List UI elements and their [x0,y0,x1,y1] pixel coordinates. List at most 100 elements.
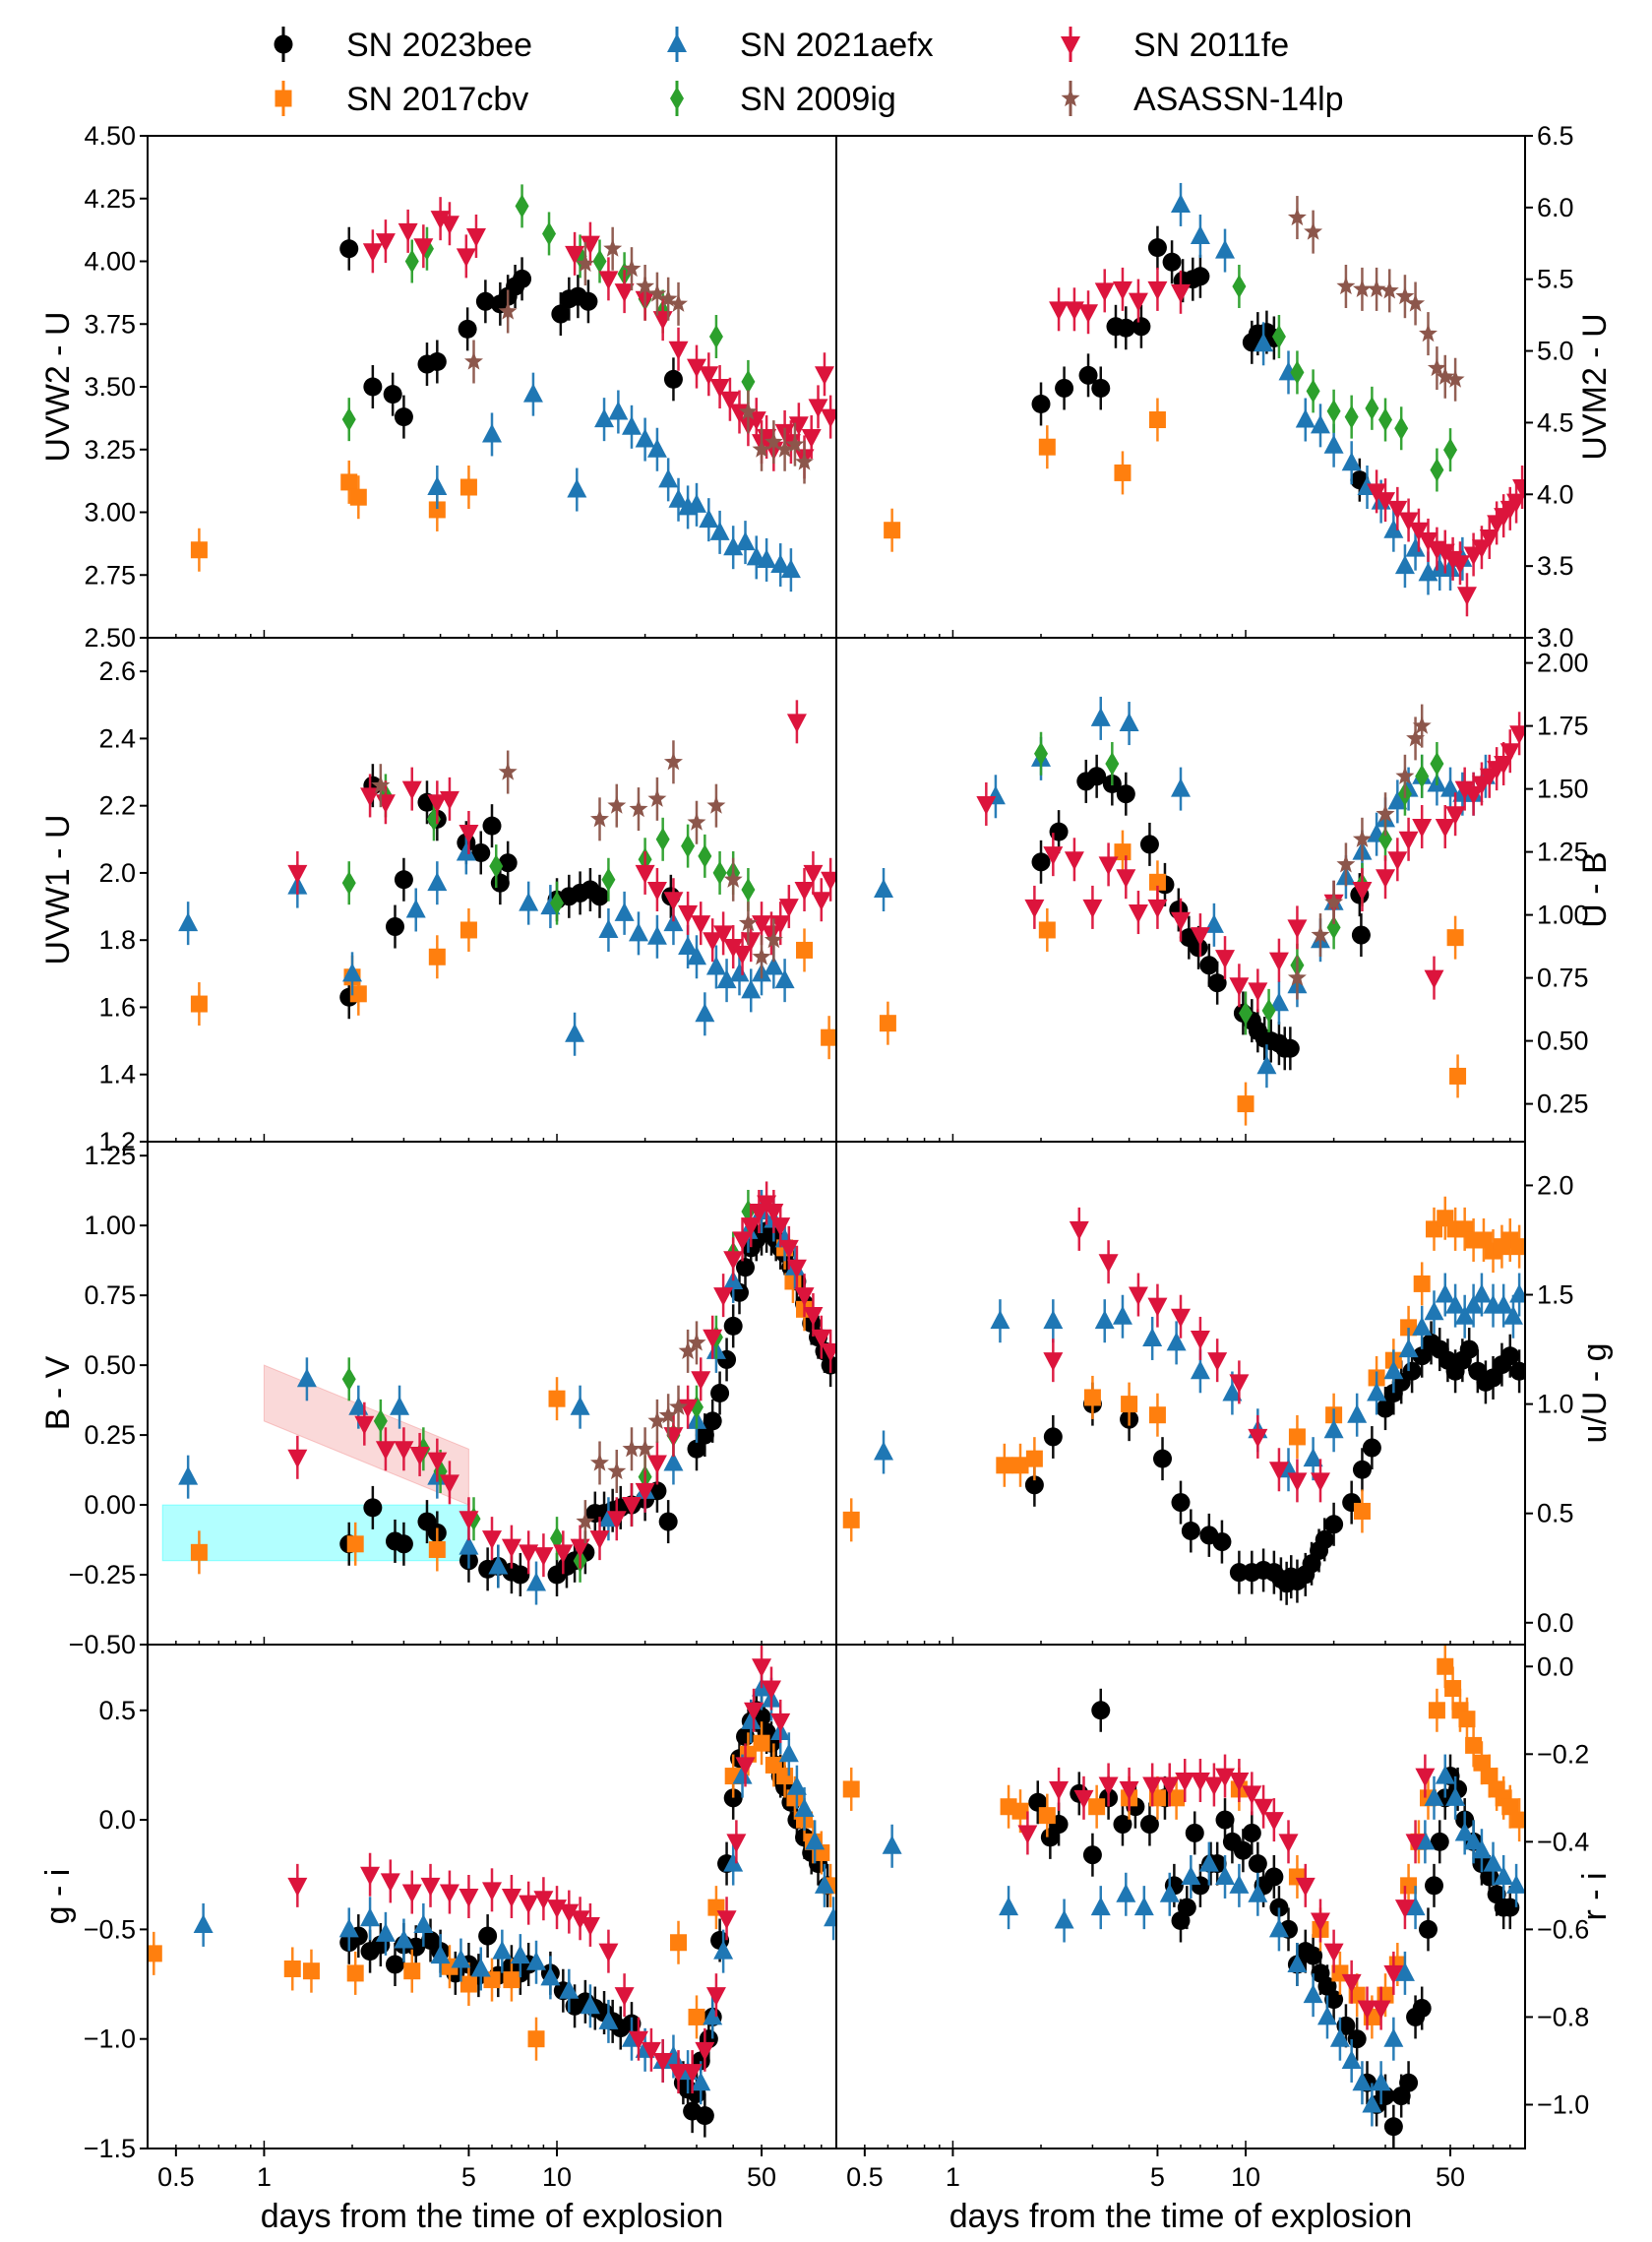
marker [738,913,758,932]
marker [492,1940,513,1960]
data-point-sn-2021aefx [390,1385,410,1429]
marker [1098,1776,1119,1796]
data-point-sn-2009ig [341,1357,356,1401]
marker [1471,1283,1492,1303]
marker [770,1713,791,1732]
marker [1191,267,1210,286]
marker [1098,856,1119,876]
data-point-sn-2011fe [380,1859,400,1903]
data-point-sn-2011fe [360,1852,381,1897]
marker [709,521,730,540]
data-point-sn-2011fe [580,221,600,266]
marker [1425,1876,1444,1896]
marker [394,870,413,890]
marker [764,930,783,949]
marker [695,2041,715,2061]
marker [339,239,359,259]
data-point-sn-2023bee [1399,2061,1419,2105]
data-point-sn-2011fe [1412,805,1433,848]
data-point-asassn-14lp [1367,267,1386,311]
data-point-sn-2011fe [401,767,422,811]
marker [1116,784,1135,804]
data-point-sn-2011fe [559,1890,580,1934]
data-point-sn-2011fe [1387,838,1408,882]
data-point-sn-2011fe [1229,964,1250,1008]
data-point-sn-2009ig [1306,369,1320,413]
data-point-sn-2011fe [761,911,781,956]
data-point-sn-2011fe [1445,792,1466,837]
marker [1116,1883,1136,1902]
data-point-sn-2017cbv [996,1443,1013,1487]
marker [629,799,648,818]
data-point-sn-2023bee [1324,1977,1344,2022]
marker [1473,1754,1491,1772]
data-point-sn-2023bee [1459,1328,1479,1372]
marker [713,1940,734,1960]
marker [1112,280,1132,300]
data-point-asassn-14lp [1287,956,1307,1000]
marker [576,1512,595,1530]
marker [1443,438,1458,463]
data-point-sn-2009ig [1290,350,1305,395]
data-point-sn-2021aefx [723,1841,744,1886]
marker [1215,239,1236,259]
data-point-asassn-14lp [629,787,648,832]
data-point-sn-2021aefx [1412,1305,1433,1349]
data-point-sn-2009ig [708,315,723,358]
marker [1352,882,1373,901]
marker [1304,221,1323,240]
marker [1506,493,1525,513]
marker [670,1934,688,1952]
marker [1405,1834,1426,1853]
data-point-sn-2023bee [394,857,413,902]
data-point-sn-2009ig [1378,398,1393,442]
marker [601,867,616,892]
data-point-sn-2017cbv [1458,1697,1476,1741]
x-tick-label: 0.5 [157,2162,195,2192]
marker [770,554,791,574]
marker [1471,539,1492,559]
data-point-sn-2011fe [1128,891,1148,935]
marker [752,947,771,965]
series-sn-2017cbv [190,460,477,572]
data-point-sn-2023bee [1078,353,1098,398]
marker [1383,1964,1404,1984]
data-point-asassn-14lp [723,857,743,902]
data-point-asassn-14lp [706,783,726,828]
marker [511,1565,530,1585]
data-point-sn-2023bee [1177,1886,1196,1930]
y-tick-label: 3.5 [1537,551,1574,581]
marker [522,383,543,403]
data-point-sn-2017cbv [302,1949,320,1993]
data-point-sn-2011fe [598,1929,619,1973]
marker [1203,1776,1224,1796]
data-point-sn-2021aefx [1463,1283,1484,1328]
data-point-sn-2023bee [1191,254,1210,298]
data-point-sn-2011fe [430,197,451,241]
marker [1436,366,1455,385]
marker [1159,1883,1180,1902]
data-point-sn-2021aefx [778,1732,799,1776]
marker [1463,785,1484,805]
marker [363,377,383,397]
data-point-sn-2017cbv [1114,451,1132,495]
marker [1454,1305,1475,1325]
marker [1512,479,1525,498]
marker [842,1511,860,1528]
data-point-sn-2011fe [1449,541,1470,586]
marker [1348,1986,1366,2004]
data-point-sn-2009ig [601,857,616,902]
marker [774,969,795,989]
data-point-asassn-14lp [669,281,688,326]
marker [482,816,502,836]
marker [1242,1823,1261,1842]
marker [1128,1286,1148,1306]
data-point-sn-2021aefx [1329,2017,1350,2061]
marker [1175,1773,1195,1792]
marker [1133,1897,1154,1916]
series-sn-2011fe [1049,267,1525,617]
marker [1500,1898,1520,1917]
marker [1121,1396,1138,1413]
data-point-sn-2009ig [515,184,529,228]
data-point-sn-2023bee [710,1371,730,1415]
